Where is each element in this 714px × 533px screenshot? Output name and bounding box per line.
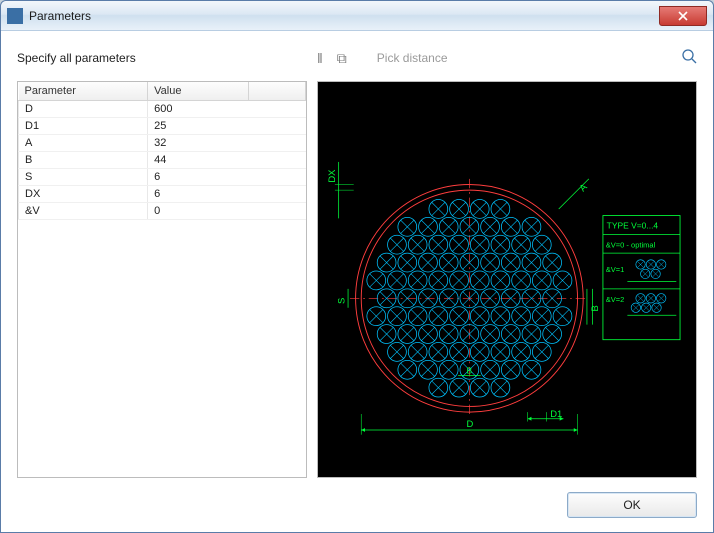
param-cell[interactable]: &V [19,203,148,220]
param-cell[interactable]: A [19,135,148,152]
preview-pane: D D1 DX S A B B TYPE V=0...4&V=0 - optimal&V=1 &… [317,81,697,478]
svg-text:D1: D1 [550,408,562,419]
parameter-table-pane: Parameter Value D600D125A32B44S6DX6&V0 [17,81,307,478]
content-area: Specify all parameters ‖ ⧉ Pick distance… [1,31,713,532]
value-cell[interactable]: 25 [148,118,248,135]
window-title: Parameters [29,9,659,23]
close-button[interactable] [659,6,707,26]
svg-text:&V=0 - optimal: &V=0 - optimal [606,241,656,250]
app-icon [7,8,23,24]
value-cell[interactable]: 6 [148,169,248,186]
svg-text:TYPE V=0...4: TYPE V=0...4 [607,221,659,231]
svg-text:&V=2: &V=2 [606,295,625,304]
toolbar-label: Specify all parameters [17,51,317,65]
svg-text:DX: DX [326,169,337,183]
param-cell[interactable]: B [19,152,148,169]
param-cell[interactable]: S [19,169,148,186]
svg-text:B: B [467,366,473,376]
titlebar: Parameters [1,1,713,31]
value-cell[interactable]: 44 [148,152,248,169]
param-cell[interactable]: DX [19,186,148,203]
svg-text:&V=1: &V=1 [606,265,625,274]
col-spacer [248,82,305,101]
main-area: Parameter Value D600D125A32B44S6DX6&V0 D… [17,81,697,478]
col-parameter[interactable]: Parameter [19,82,148,101]
measure-icon[interactable]: ⧉ [337,50,347,67]
ok-button[interactable]: OK [567,492,697,518]
table-row[interactable]: D600 [19,101,306,118]
col-value[interactable]: Value [148,82,248,101]
parameter-table: Parameter Value D600D125A32B44S6DX6&V0 [18,82,306,220]
value-cell[interactable]: 0 [148,203,248,220]
toolbar: Specify all parameters ‖ ⧉ Pick distance [17,45,697,71]
svg-text:S: S [335,298,346,304]
table-row[interactable]: D125 [19,118,306,135]
svg-text:A: A [577,181,590,194]
table-row[interactable]: S6 [19,169,306,186]
value-cell[interactable]: 6 [148,186,248,203]
value-cell[interactable]: 32 [148,135,248,152]
svg-text:B: B [589,305,600,311]
columns-icon[interactable]: ‖ [317,50,323,66]
value-cell[interactable]: 600 [148,101,248,118]
pick-distance-label[interactable]: Pick distance [377,51,448,65]
footer: OK [17,478,697,522]
table-row[interactable]: B44 [19,152,306,169]
table-header-row: Parameter Value [19,82,306,101]
table-row[interactable]: &V0 [19,203,306,220]
table-row[interactable]: DX6 [19,186,306,203]
search-icon[interactable] [681,48,697,68]
param-cell[interactable]: D1 [19,118,148,135]
close-icon [678,11,688,21]
param-cell[interactable]: D [19,101,148,118]
table-row[interactable]: A32 [19,135,306,152]
cad-drawing: D D1 DX S A B B TYPE V=0...4&V=0 - optimal&V=1 &… [318,82,696,477]
svg-text:D: D [467,418,474,429]
window-frame: Parameters Specify all parameters ‖ ⧉ Pi… [0,0,714,533]
